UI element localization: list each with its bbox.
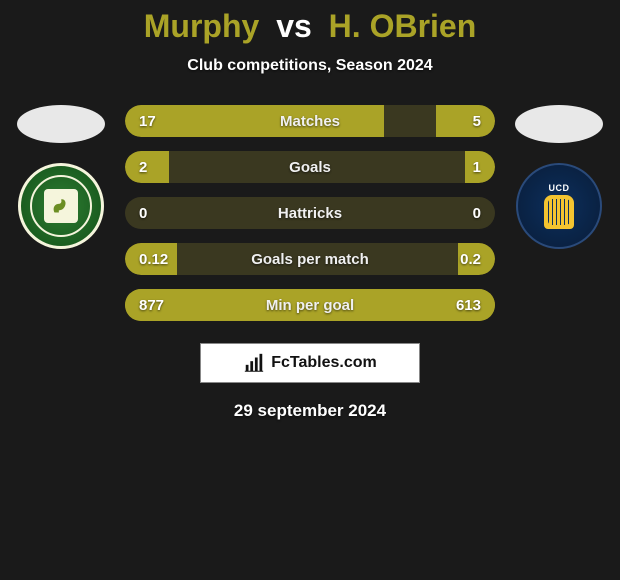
attribution-box[interactable]: FcTables.com <box>200 343 420 383</box>
stat-row: 2Goals1 <box>125 151 495 183</box>
page-title: Murphy vs H. OBrien <box>0 8 620 45</box>
player2-name: H. OBrien <box>329 8 477 44</box>
stat-label: Goals per match <box>185 251 435 268</box>
stat-row: 0.12Goals per match0.2 <box>125 243 495 275</box>
vs-separator: vs <box>276 8 312 44</box>
stat-value-left: 0 <box>125 205 185 222</box>
bar-chart-icon <box>243 352 265 374</box>
ucd-crest-icon: UCD <box>529 176 589 236</box>
player2-avatar <box>515 105 603 143</box>
date-text: 29 september 2024 <box>0 401 620 421</box>
player1-club-badge <box>18 163 104 249</box>
attribution-text: FcTables.com <box>271 354 377 372</box>
stat-value-left: 877 <box>125 297 185 314</box>
comparison-card: Murphy vs H. OBrien Club competitions, S… <box>0 0 620 421</box>
stat-value-right: 0.2 <box>435 251 495 268</box>
stat-value-left: 0.12 <box>125 251 185 268</box>
stat-label: Goals <box>185 159 435 176</box>
stat-label: Min per goal <box>185 297 435 314</box>
stat-label: Matches <box>185 113 435 130</box>
stat-value-right: 1 <box>435 159 495 176</box>
stat-row: 877Min per goal613 <box>125 289 495 321</box>
player1-avatar <box>17 105 105 143</box>
right-column: UCD <box>509 105 609 249</box>
swan-icon <box>48 193 74 219</box>
bray-crest-icon <box>44 189 78 223</box>
harp-icon <box>544 195 574 229</box>
left-column <box>11 105 111 249</box>
stat-value-right: 5 <box>435 113 495 130</box>
stat-row: 17Matches5 <box>125 105 495 137</box>
stat-value-left: 17 <box>125 113 185 130</box>
stats-column: 17Matches5 2Goals1 0Hattricks0 0.12Goals pe… <box>125 105 495 321</box>
ucd-badge-text: UCD <box>549 183 570 193</box>
player2-club-badge: UCD <box>516 163 602 249</box>
stat-value-right: 613 <box>435 297 495 314</box>
stat-row: 0Hattricks0 <box>125 197 495 229</box>
player1-name: Murphy <box>144 8 260 44</box>
stat-value-left: 2 <box>125 159 185 176</box>
main-row: 17Matches5 2Goals1 0Hattricks0 0.12Goals pe… <box>0 105 620 321</box>
stat-value-right: 0 <box>435 205 495 222</box>
stat-label: Hattricks <box>185 205 435 222</box>
subtitle: Club competitions, Season 2024 <box>0 57 620 75</box>
